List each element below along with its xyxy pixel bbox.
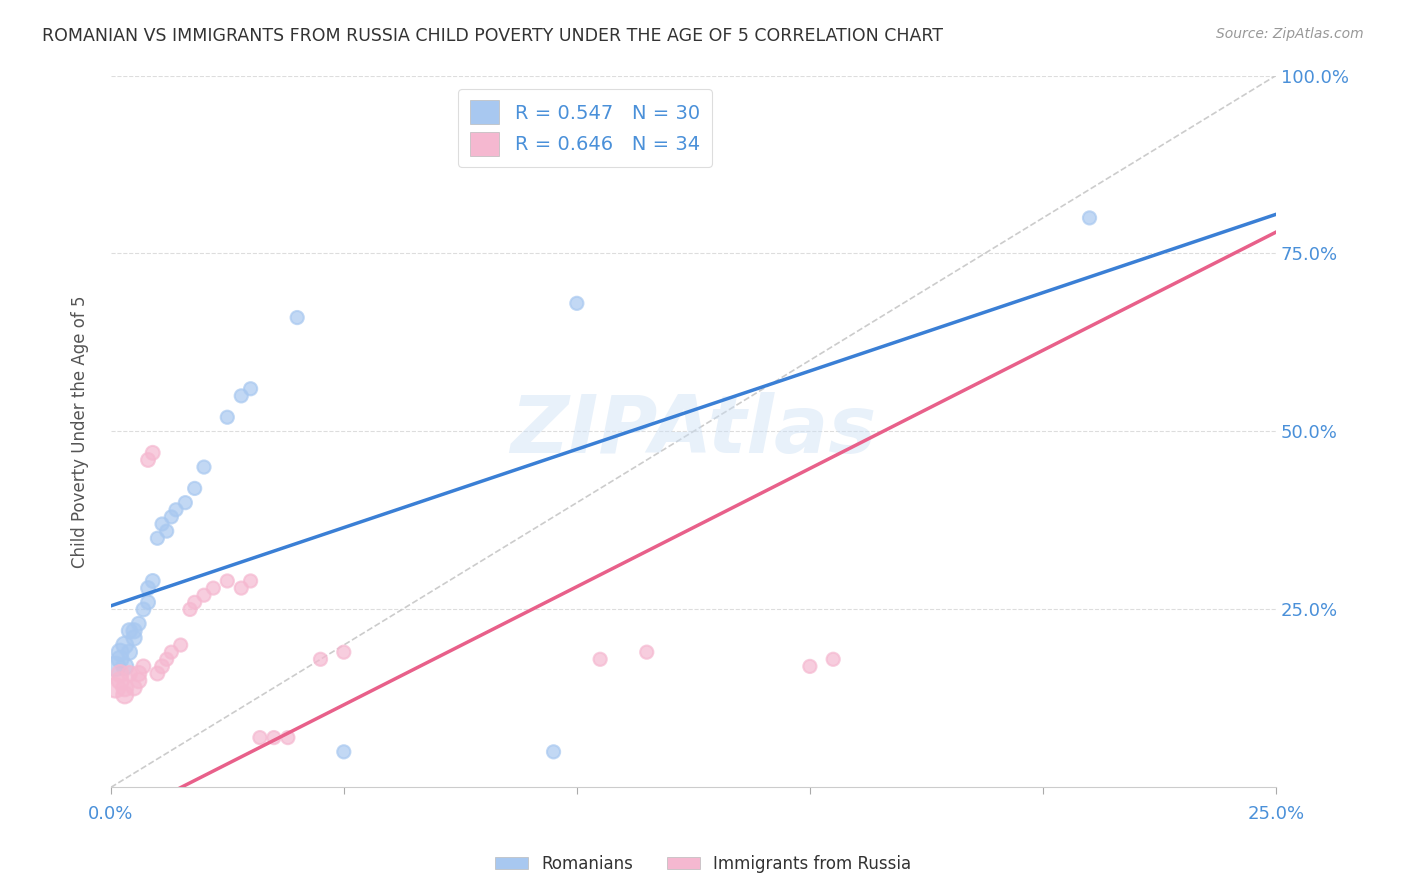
Point — [142, 446, 165, 460]
Legend: Romanians, Immigrants from Russia: Romanians, Immigrants from Russia — [488, 848, 918, 880]
Point — [156, 524, 179, 538]
Point — [136, 453, 159, 467]
Point — [202, 581, 225, 595]
Point — [193, 460, 215, 475]
Point — [231, 389, 253, 403]
Point — [565, 296, 588, 310]
Point — [142, 574, 165, 588]
Point — [823, 652, 845, 666]
Point — [565, 90, 588, 104]
Point — [118, 645, 141, 659]
Point — [108, 645, 131, 659]
Point — [636, 645, 658, 659]
Point — [543, 745, 565, 759]
Point — [104, 681, 127, 695]
Point — [589, 652, 612, 666]
Point — [136, 581, 159, 595]
Point — [128, 673, 150, 688]
Point — [217, 574, 239, 588]
Y-axis label: Child Poverty Under the Age of 5: Child Poverty Under the Age of 5 — [72, 295, 89, 567]
Point — [160, 645, 183, 659]
Point — [114, 659, 136, 673]
Point — [146, 531, 169, 545]
Point — [122, 624, 145, 638]
Point — [179, 602, 201, 616]
Point — [150, 516, 173, 531]
Point — [132, 602, 155, 616]
Text: ROMANIAN VS IMMIGRANTS FROM RUSSIA CHILD POVERTY UNDER THE AGE OF 5 CORRELATION : ROMANIAN VS IMMIGRANTS FROM RUSSIA CHILD… — [42, 27, 943, 45]
Point — [231, 581, 253, 595]
Point — [333, 745, 356, 759]
Point — [263, 731, 285, 745]
Point — [239, 574, 262, 588]
Point — [183, 595, 205, 609]
Point — [174, 496, 197, 510]
Point — [156, 652, 179, 666]
Point — [217, 410, 239, 425]
Point — [150, 659, 173, 673]
Point — [249, 731, 271, 745]
Point — [183, 482, 205, 496]
Point — [285, 310, 308, 325]
Point — [104, 659, 127, 673]
Point — [122, 681, 145, 695]
Point — [128, 666, 150, 681]
Point — [170, 638, 193, 652]
Point — [1078, 211, 1101, 225]
Point — [146, 666, 169, 681]
Point — [799, 659, 821, 673]
Point — [118, 666, 141, 681]
Point — [333, 645, 356, 659]
Point — [114, 688, 136, 702]
Text: ZIPAtlas: ZIPAtlas — [510, 392, 876, 470]
Point — [193, 588, 215, 602]
Text: Source: ZipAtlas.com: Source: ZipAtlas.com — [1216, 27, 1364, 41]
Point — [160, 509, 183, 524]
Point — [239, 382, 262, 396]
Point — [277, 731, 299, 745]
Legend: R = 0.547   N = 30, R = 0.646   N = 34: R = 0.547 N = 30, R = 0.646 N = 34 — [458, 89, 711, 168]
Point — [118, 624, 141, 638]
Point — [165, 503, 187, 517]
Point — [108, 673, 131, 688]
Point — [122, 631, 145, 645]
Point — [309, 652, 332, 666]
Point — [114, 638, 136, 652]
Point — [132, 659, 155, 673]
Point — [114, 681, 136, 695]
Point — [136, 595, 159, 609]
Point — [128, 616, 150, 631]
Point — [108, 666, 131, 681]
Point — [108, 652, 131, 666]
